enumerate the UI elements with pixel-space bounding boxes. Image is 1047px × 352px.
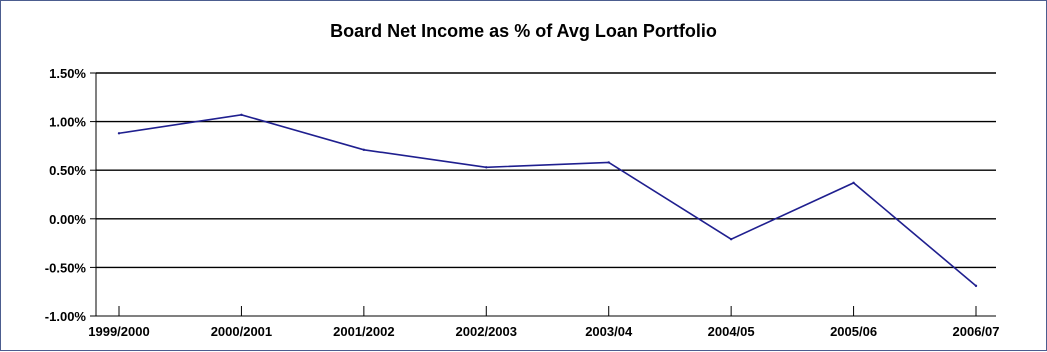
x-tick-label: 2005/06	[830, 324, 877, 339]
y-tick-label: 1.50%	[49, 66, 86, 81]
x-tick-label: 2004/05	[708, 324, 755, 339]
y-tick-label: 0.00%	[49, 212, 86, 227]
data-point	[607, 161, 610, 164]
grid-layer	[96, 72, 996, 269]
x-tick-label: 2002/2003	[456, 324, 517, 339]
series-line	[118, 113, 977, 287]
data-point	[485, 166, 488, 169]
x-tick-label: 1999/2000	[88, 324, 149, 339]
data-point	[974, 284, 978, 288]
data-point	[240, 113, 243, 116]
x-tick-label: 2006/07	[953, 324, 1000, 339]
chart-title: Board Net Income as % of Avg Loan Portfo…	[330, 21, 717, 41]
y-tick-label: -1.00%	[45, 309, 87, 324]
data-point	[362, 148, 366, 151]
y-tick-label: 1.00%	[49, 115, 86, 130]
y-tick-label: 0.50%	[49, 163, 86, 178]
x-tick-label: 2001/2002	[333, 324, 394, 339]
data-point	[852, 181, 855, 185]
series-layer	[117, 113, 978, 288]
data-point	[117, 132, 121, 135]
x-tick-label: 2003/04	[585, 324, 633, 339]
axis-layer	[90, 72, 996, 317]
data-point	[729, 238, 733, 241]
x-tick-label: 2000/2001	[211, 324, 272, 339]
label-layer: 1.50% 1.00% 0.50% 0.00% -0.50% -1.00%1999/200…	[45, 66, 1000, 339]
y-tick-label: -0.50%	[45, 260, 87, 275]
